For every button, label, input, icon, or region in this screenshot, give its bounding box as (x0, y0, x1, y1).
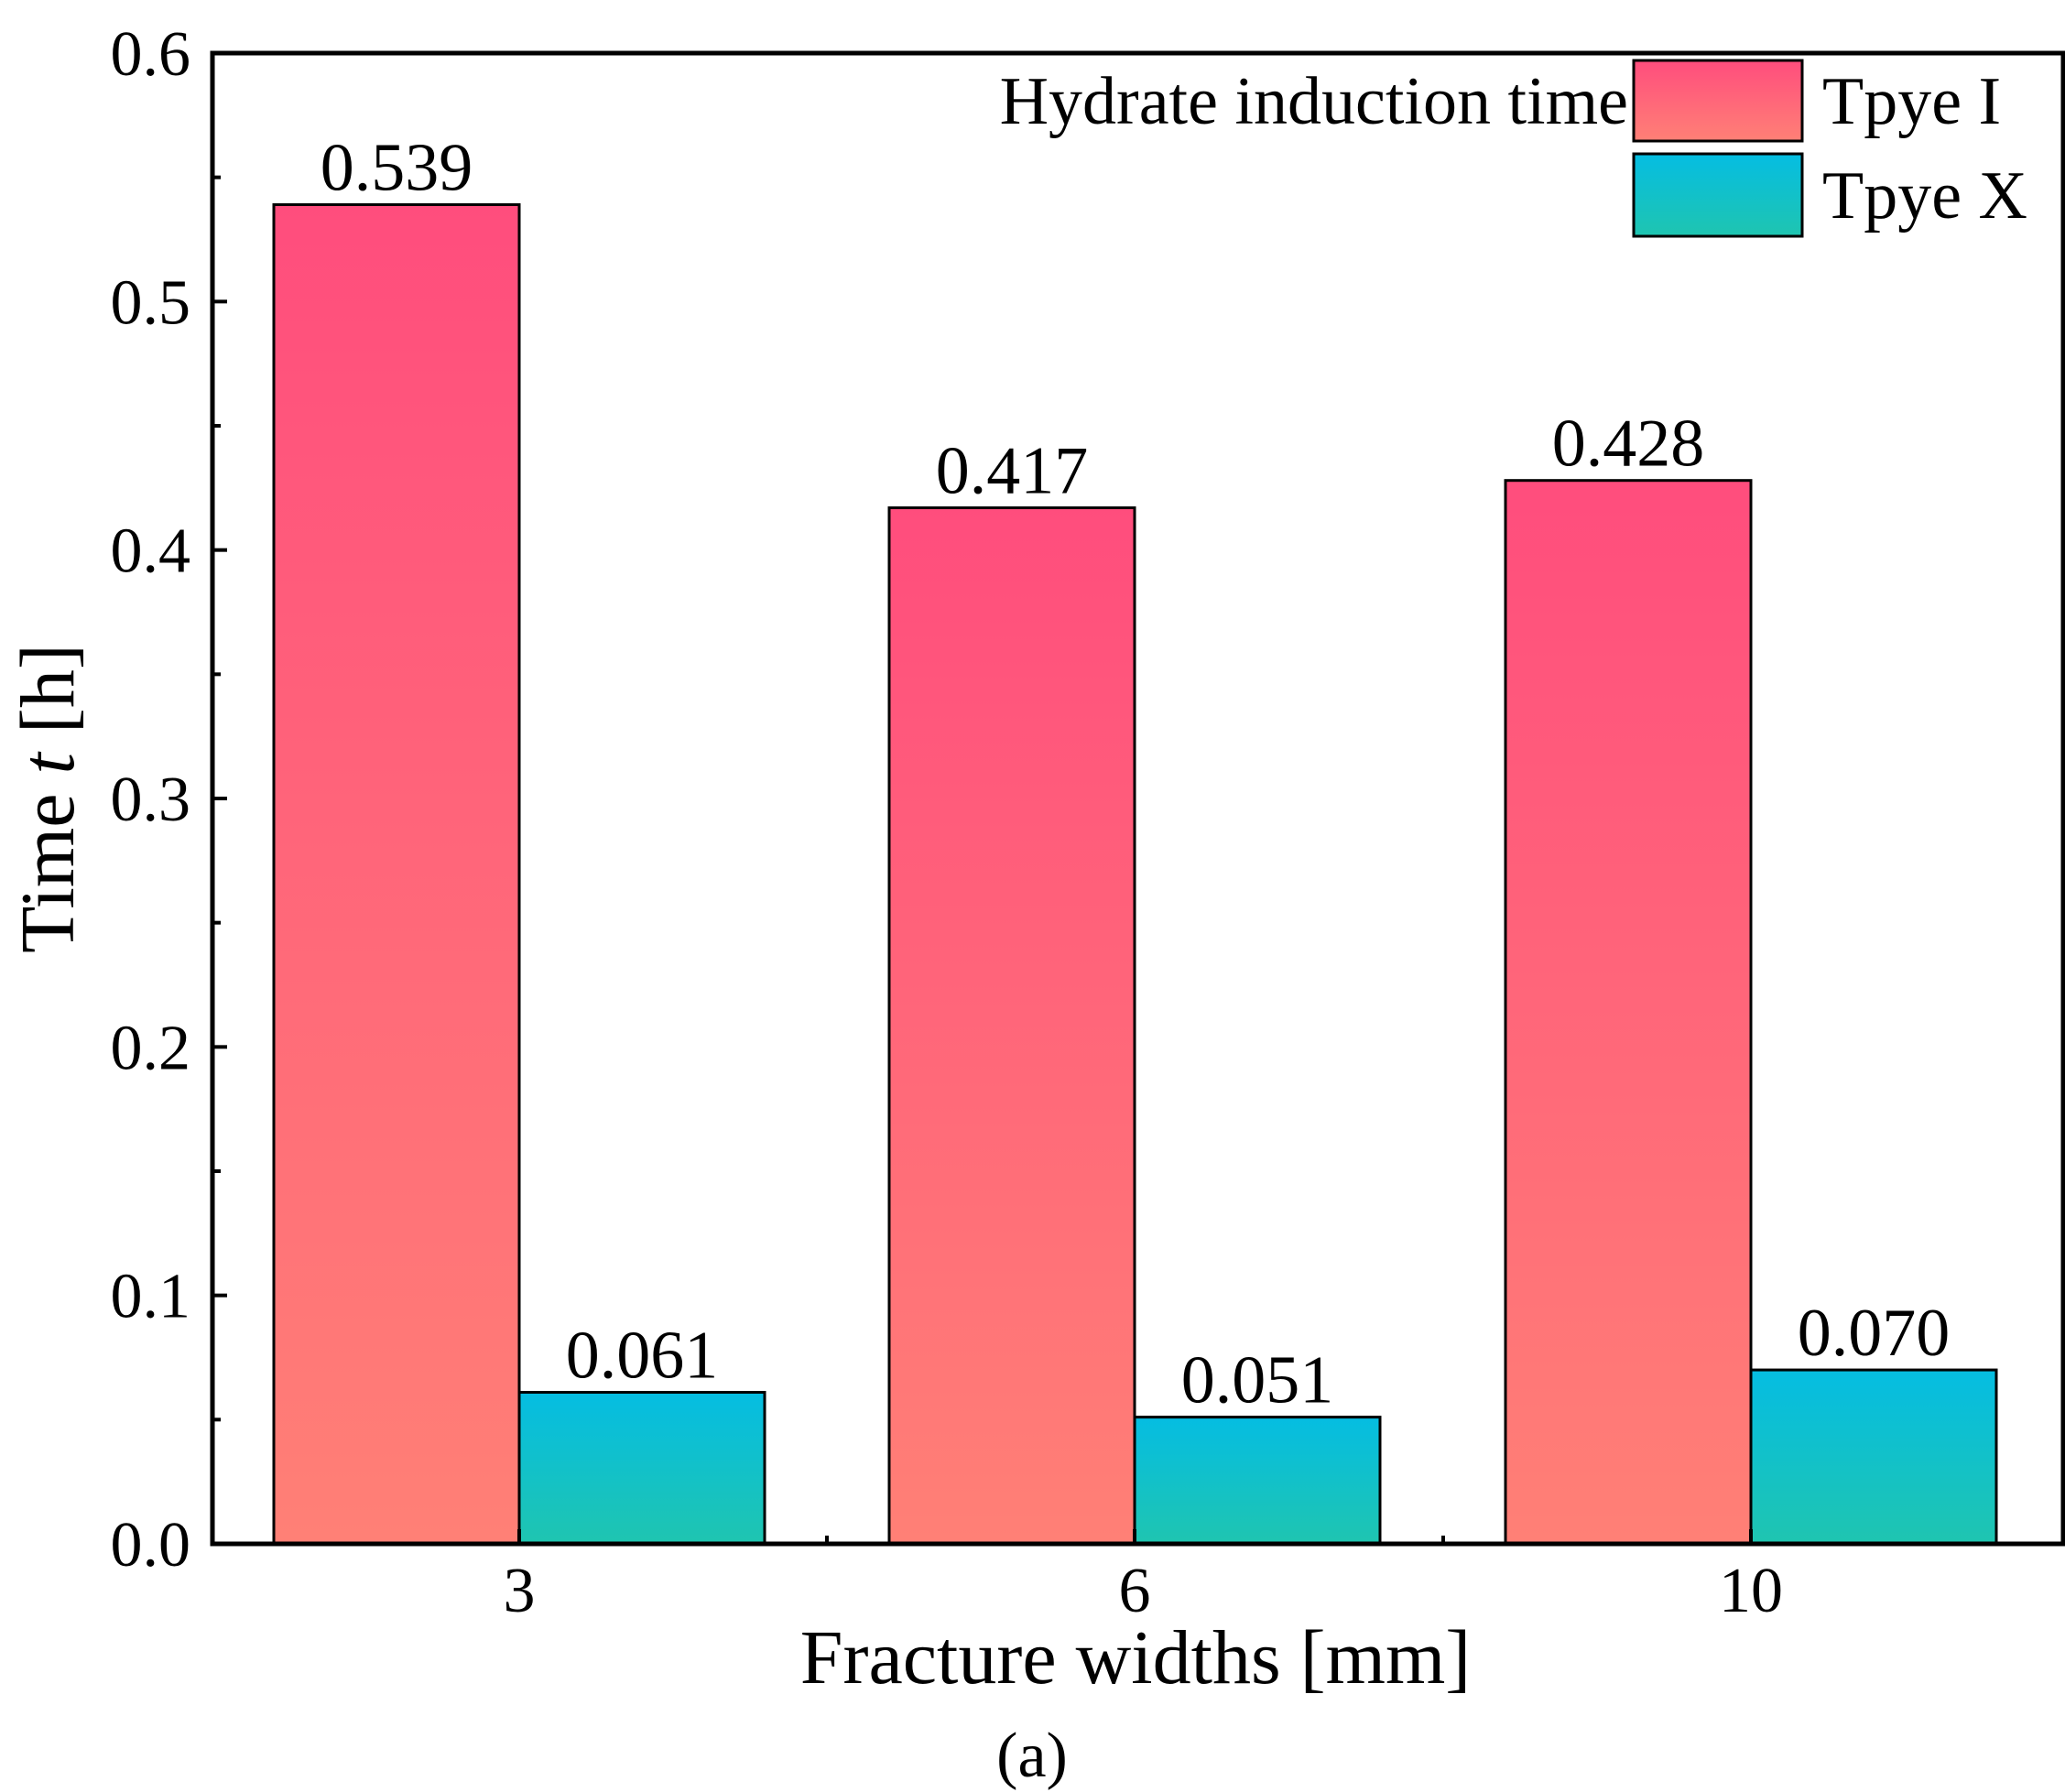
y-tick-label: 0.5 (111, 267, 191, 338)
data-label-tpye-i-3: 0.539 (321, 131, 473, 206)
x-tick-label-3: 3 (504, 1556, 536, 1626)
data-label-tpye-x-10: 0.070 (1798, 1296, 1951, 1371)
legend-label-tpye-i: Tpye I (1822, 64, 2001, 139)
y-tick-label: 0.2 (111, 1013, 191, 1083)
x-tick-label-10: 10 (1719, 1556, 1783, 1626)
y-tick-label: 0.1 (111, 1262, 191, 1332)
bar-tpye-x-6 (1133, 1416, 1382, 1546)
legend-title: Hydrate induction time (1000, 64, 1628, 139)
y-tick-label: 0.6 (111, 19, 191, 90)
bar-tpye-i-10 (1504, 479, 1753, 1546)
x-axis: 3 6 10 (504, 1529, 1783, 1626)
y-tick-label: 0.4 (111, 516, 191, 587)
y-axis: 0.0 0.1 0.2 0.3 0.4 0.5 0.6 (111, 19, 227, 1580)
panel-label: (a) (996, 1721, 1068, 1791)
bar-tpye-i-3 (272, 203, 521, 1546)
y-axis-title: Time t [h] (5, 644, 91, 953)
data-label-tpye-i-10: 0.428 (1552, 407, 1705, 482)
y-tick-label: 0.0 (111, 1510, 191, 1580)
data-label-tpye-x-3: 0.061 (566, 1318, 719, 1393)
bar-tpye-x-10 (1749, 1368, 1998, 1546)
data-label-tpye-x-6: 0.051 (1181, 1343, 1334, 1418)
bar-tpye-x-3 (517, 1390, 766, 1546)
y-axis-title-prefix: Time (5, 774, 91, 952)
bar-tpye-i-6 (887, 506, 1136, 1546)
legend-swatch-tpye-i (1632, 59, 1804, 143)
y-axis-title-suffix: [h] (5, 644, 91, 753)
bars-layer (272, 203, 1998, 1546)
x-axis-title: Fracture widths [mm] (800, 1615, 1472, 1700)
legend: Hydrate induction time Tpye I Tpye X (1000, 59, 2027, 238)
data-labels-layer: 0.539 0.061 0.417 0.051 0.428 0.070 (321, 131, 1951, 1418)
x-tick-label-6: 6 (1119, 1556, 1151, 1626)
legend-swatch-tpye-x (1632, 152, 1804, 238)
y-tick-label: 0.3 (111, 765, 191, 835)
y-axis-title-variable: t (5, 750, 91, 774)
data-label-tpye-i-6: 0.417 (936, 434, 1089, 509)
legend-label-tpye-x: Tpye X (1822, 158, 2027, 234)
